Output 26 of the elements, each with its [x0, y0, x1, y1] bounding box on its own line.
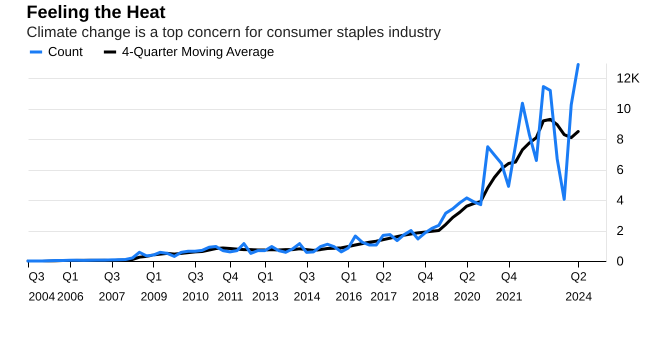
line-series: [26, 63, 580, 262]
x-tick-label: Q4 2018: [412, 270, 440, 304]
legend-label: 4-Quarter Moving Average: [122, 44, 274, 59]
x-tick-label: Q4 2011: [218, 270, 244, 304]
x-tick-label: Q2 2020: [454, 270, 481, 304]
x-tick-label: Q3 2007: [98, 270, 126, 304]
y-tick-label: 10: [616, 101, 631, 116]
chart-subtitle: Climate change is a top concern for consumer staples industry: [26, 24, 442, 41]
legend-label: Count: [48, 44, 84, 59]
x-tick-label: Q2 2024: [565, 270, 592, 304]
x-tick-label: Q3 2010: [182, 270, 210, 304]
x-tick-label: Q3 2014: [294, 270, 321, 304]
y-tick-label: 4: [616, 192, 624, 208]
y-tick-label: 0: [616, 254, 624, 268]
y-tick-label: 2: [616, 223, 624, 238]
x-tick-label: Q3 2004: [28, 270, 56, 304]
x-tick-label: Q4 2021: [496, 270, 523, 304]
x-tick-label: Q1 2009: [140, 270, 168, 304]
x-tick-label: Q1 2016: [336, 270, 363, 304]
y-tick-label: 12K: [616, 70, 640, 86]
y-tick-label: 8: [616, 132, 624, 147]
x-tick-label: Q1 2006: [57, 270, 84, 304]
y-tick-label: 6: [616, 162, 624, 178]
x-tick-label: Q2 2017: [370, 270, 398, 304]
chart-title: Feeling the Heat: [26, 2, 166, 22]
x-tick-label: Q1 2013: [252, 270, 280, 304]
